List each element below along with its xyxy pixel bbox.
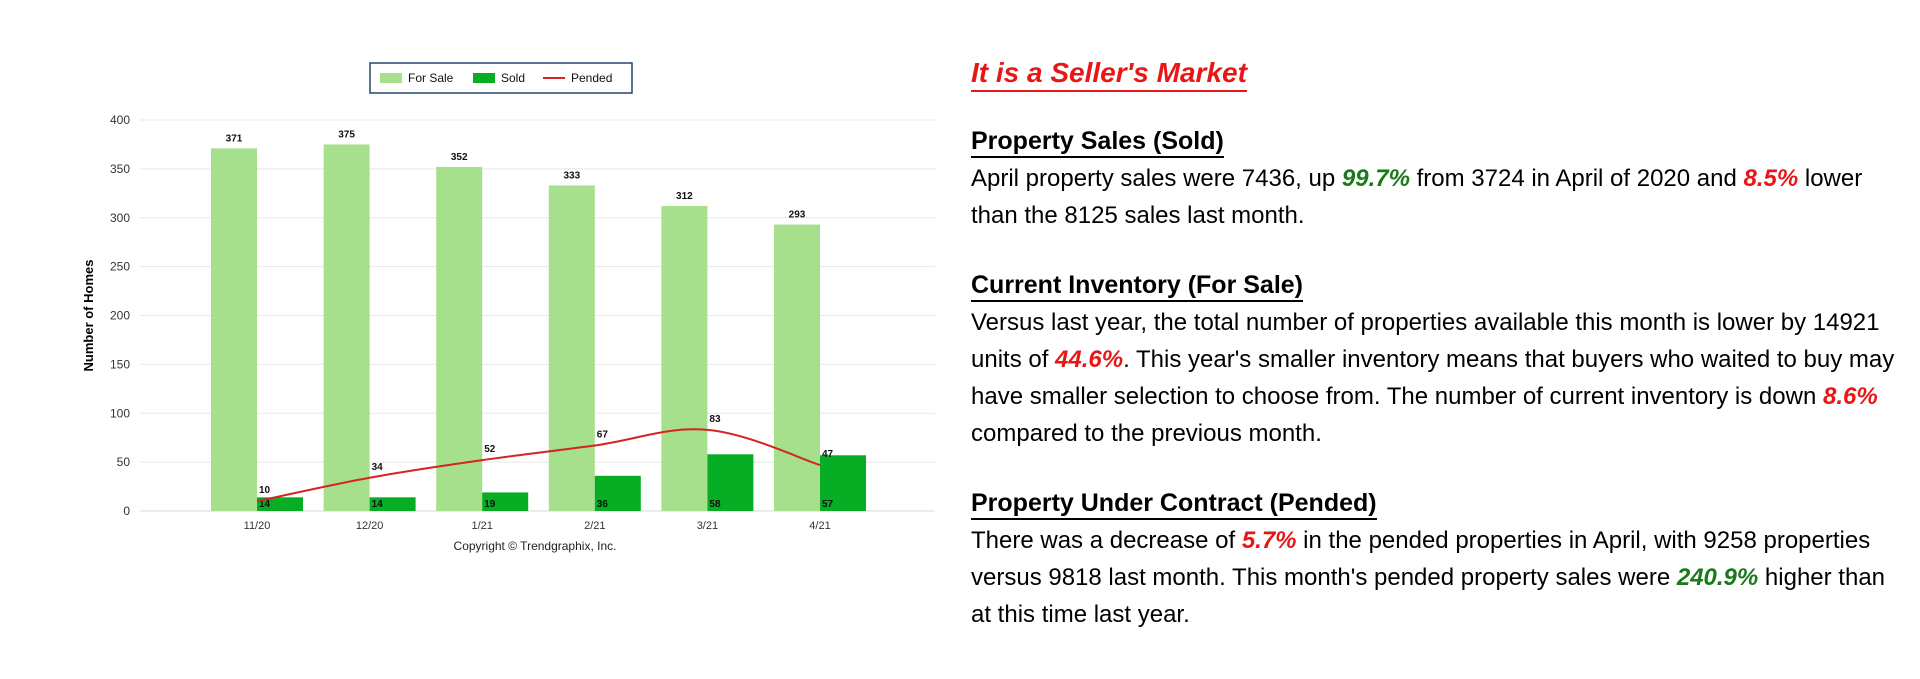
data-label-sold: 19 xyxy=(484,499,496,510)
bar-sold xyxy=(820,455,866,511)
data-label-pended: 34 xyxy=(372,462,384,473)
bar-for-sale xyxy=(548,185,595,511)
body-text: in the pended properties in April, with … xyxy=(971,527,1871,591)
section-title: Property Under Contract (Pended) xyxy=(971,488,1377,520)
y-tick-label: 0 xyxy=(123,504,130,518)
section-2: Current Inventory (For Sale) Versus last … xyxy=(971,270,1901,452)
data-label-for-sale: 352 xyxy=(451,152,468,163)
bar-sold xyxy=(369,497,416,511)
copyright: Copyright © Trendgraphix, Inc. xyxy=(454,539,617,553)
data-label-for-sale: 371 xyxy=(226,133,243,144)
market-summary: It is a Seller's Market Property Sales (… xyxy=(971,56,1901,633)
y-tick-label: 350 xyxy=(110,162,130,176)
y-tick-label: 300 xyxy=(110,211,130,225)
data-label-for-sale: 333 xyxy=(563,170,580,181)
data-label-pended: 67 xyxy=(597,430,609,441)
section-body: There was a decrease of 5.7% in the pend… xyxy=(971,522,1901,633)
data-label-pended: 52 xyxy=(484,444,496,455)
x-tick-label: 4/21 xyxy=(809,520,830,532)
section-title: Property Sales (Sold) xyxy=(971,126,1224,158)
bar-for-sale xyxy=(211,148,257,511)
bar-sold xyxy=(594,475,641,511)
legend-box xyxy=(369,62,633,94)
bar-sold xyxy=(707,454,754,511)
legend-swatch-sold xyxy=(473,73,495,83)
percent-decrease: 8.6% xyxy=(1822,383,1878,410)
section-3: Property Under Contract (Pended) There wa… xyxy=(971,488,1901,633)
x-tick-label: 11/20 xyxy=(244,520,271,532)
body-text: from 3724 in April of 2020 and xyxy=(1409,165,1744,192)
body-text: lower than the 8125 sales last month. xyxy=(971,165,1863,229)
x-tick-label: 12/20 xyxy=(356,520,384,532)
bar-for-sale xyxy=(436,166,483,512)
y-tick-label: 400 xyxy=(110,113,130,127)
x-tick-label: 3/21 xyxy=(697,520,718,532)
data-label-pended: 47 xyxy=(822,449,834,460)
data-label-sold: 14 xyxy=(259,499,271,510)
data-label-for-sale: 375 xyxy=(338,129,355,140)
legend-label-sold: Sold xyxy=(501,71,525,85)
bar-for-sale xyxy=(774,224,820,511)
homes-chart: 0 50 100 150 200 250 300 350 400 Number of Homes 3… xyxy=(81,62,935,553)
data-label-sold: 58 xyxy=(709,499,721,510)
section-1: Property Sales (Sold) April property sale… xyxy=(971,126,1901,234)
bar-for-sale xyxy=(661,206,708,511)
legend-label-pended: Pended xyxy=(571,71,612,85)
body-text: April property sales were 7436, up xyxy=(971,165,1342,192)
body-text: Versus last year, the total number of pr… xyxy=(971,309,1880,373)
y-axis-label: Number of Homes xyxy=(81,260,96,372)
y-tick-label: 50 xyxy=(117,455,131,469)
x-tick-label: 2/21 xyxy=(584,520,605,532)
y-tick-label: 100 xyxy=(110,406,130,420)
legend-label-for-sale: For Sale xyxy=(408,71,454,85)
percent-decrease: 5.7% xyxy=(1241,527,1297,554)
data-label-for-sale: 293 xyxy=(789,210,806,221)
body-text: compared to the previous month. xyxy=(971,420,1322,447)
data-label-for-sale: 312 xyxy=(676,191,693,202)
bar-sold xyxy=(257,497,303,511)
chart-panel: 0 50 100 150 200 250 300 350 400 Number of Homes 3… xyxy=(0,0,950,679)
percent-increase: 99.7% xyxy=(1341,165,1410,192)
y-tick-label: 150 xyxy=(110,357,130,371)
data-label-pended: 83 xyxy=(709,414,721,425)
data-label-sold: 36 xyxy=(597,499,609,510)
bar-sold xyxy=(482,492,529,511)
percent-decrease: 8.5% xyxy=(1743,165,1799,192)
headline: It is a Seller's Market xyxy=(971,56,1247,92)
data-label-sold: 14 xyxy=(372,499,384,510)
y-tick-label: 250 xyxy=(110,260,130,274)
y-tick-label: 200 xyxy=(110,309,130,323)
section-body: April property sales were 7436, up 99.7%… xyxy=(971,160,1901,234)
x-tick-label: 1/21 xyxy=(471,520,492,532)
body-text: higher than at this time last year. xyxy=(971,564,1886,628)
percent-increase: 240.9% xyxy=(1676,564,1759,591)
legend-swatch-for-sale xyxy=(380,73,402,83)
bar-for-sale xyxy=(323,144,370,511)
body-text: . This year's smaller inventory means th… xyxy=(971,346,1895,410)
data-label-sold: 57 xyxy=(822,499,834,510)
sections: Property Sales (Sold) April property sale… xyxy=(971,126,1901,633)
line-pended xyxy=(256,428,821,503)
data-label-pended: 10 xyxy=(259,485,271,496)
section-title: Current Inventory (For Sale) xyxy=(971,270,1303,302)
section-body: Versus last year, the total number of pr… xyxy=(971,304,1901,452)
percent-decrease: 44.6% xyxy=(1055,346,1124,373)
body-text: There was a decrease of xyxy=(971,527,1242,554)
